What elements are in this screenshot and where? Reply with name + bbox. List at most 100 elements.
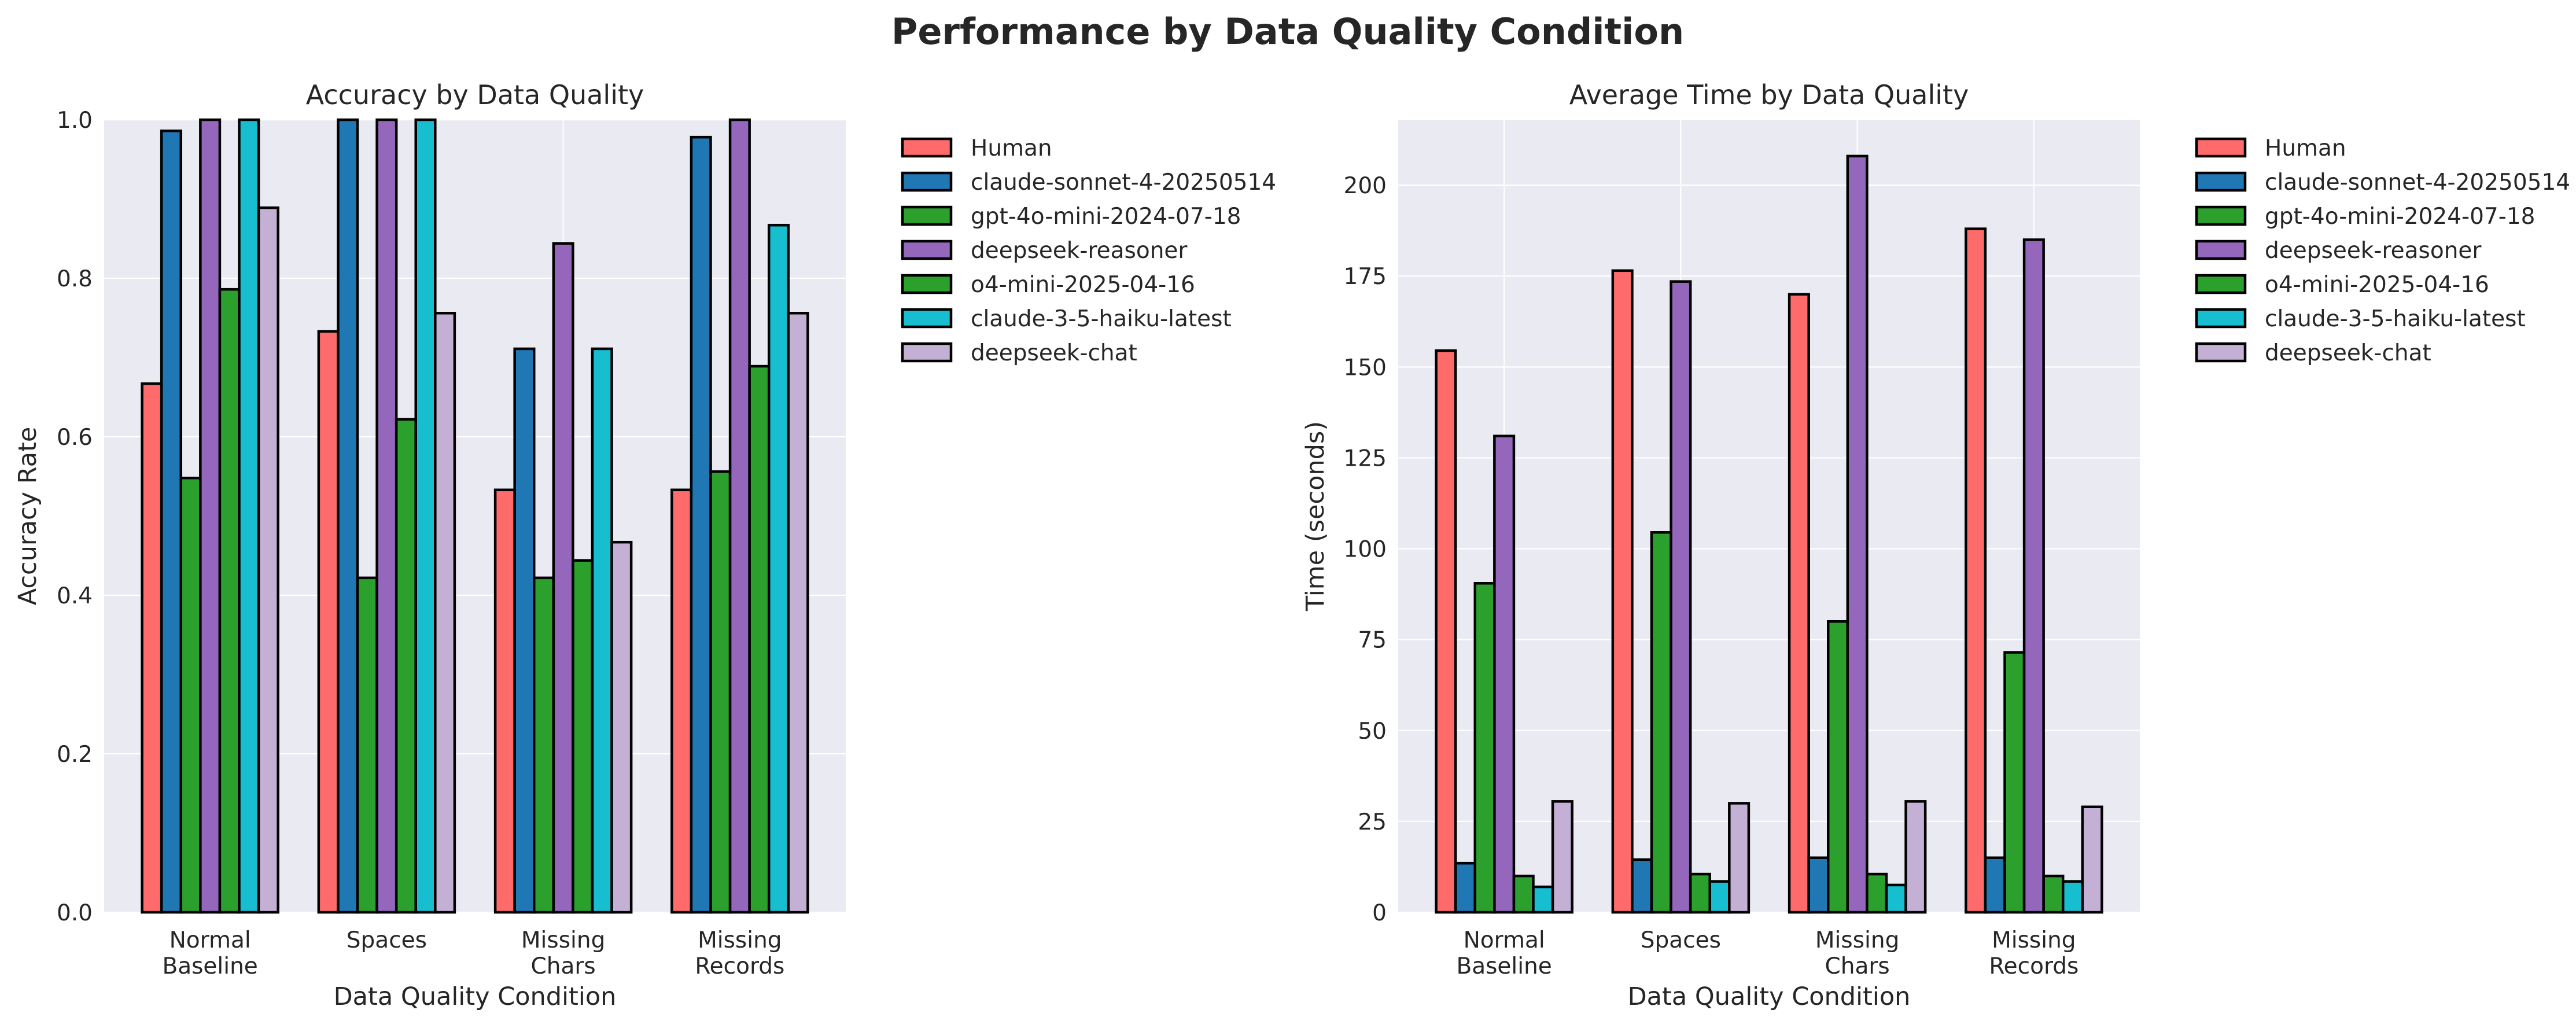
accuracy-bar-2-4 [690,135,712,914]
time-bar-1-3 [1788,293,1810,914]
accuracy-bar-4-1 [199,118,222,914]
accuracy-bar-5-2 [395,418,417,914]
time-legend-swatch-5 [2195,274,2247,294]
accuracy-bar-6-2 [414,118,437,914]
time-legend: Human claude-sonnet-4-20250514 gpt-4o-mini… [2195,135,2570,366]
time-bar-5-2 [1689,872,1711,914]
accuracy-ytick-label: 1.0 [57,108,93,134]
accuracy-bar-6-4 [767,223,790,914]
accuracy-bar-4-3 [552,242,574,914]
time-bar-7-4 [2081,805,2103,914]
accuracy-legend-swatch-3 [901,205,953,226]
accuracy-bar-1-1 [141,382,163,914]
accuracy-bar-2-2 [337,118,359,914]
time-bar-3-3 [1827,620,1849,914]
accuracy-xtick-label: Missing Chars [521,927,605,979]
accuracy-bar-3-4 [709,470,732,914]
accuracy-legend: Human claude-sonnet-4-20250514 gpt-4o-mini… [901,135,1276,366]
accuracy-bar-1-2 [317,330,340,914]
time-y-axis-label: Time (seconds) [1301,421,1330,611]
time-legend-swatch-4 [2195,240,2247,260]
time-bar-2-2 [1631,858,1653,914]
time-legend-swatch-1 [2195,137,2247,158]
time-xtick-label: Missing Records [1989,927,2079,979]
time-bar-2-4 [1984,856,2006,914]
accuracy-x-axis-label: Data Quality Condition [334,982,617,1011]
time-bar-1-4 [1965,227,1987,914]
time-legend-swatch-6 [2195,308,2247,329]
accuracy-ytick-label: 0.8 [57,266,93,292]
time-bar-6-4 [2061,880,2084,914]
accuracy-bar-3-1 [179,476,202,914]
accuracy-legend-swatch-4 [901,240,953,260]
accuracy-bar-2-3 [513,347,536,914]
time-bar-6-2 [1708,880,1731,914]
time-ytick-label: 0 [1372,900,1387,926]
accuracy-bar-7-3 [610,540,633,914]
time-legend-entry-3: gpt-4o-mini-2024-07-18 [2265,204,2535,230]
accuracy-legend-entry-2: claude-sonnet-4-20250514 [971,170,1276,196]
accuracy-bar-6-3 [591,347,613,914]
time-ytick-label: 75 [1358,628,1387,654]
time-xtick-label: Spaces [1641,927,1721,953]
accuracy-legend-swatch-6 [901,308,953,329]
accuracy-ytick-label: 0.6 [57,425,93,451]
time-bar-4-4 [2022,238,2045,914]
time-bar-7-1 [1551,800,1573,914]
accuracy-bar-7-1 [257,206,279,914]
time-bar-4-1 [1493,434,1516,914]
time-x-axis-label: Data Quality Condition [1628,982,1911,1011]
time-legend-entry-7: deepseek-chat [2265,340,2431,366]
accuracy-bar-3-3 [533,576,555,914]
accuracy-legend-entry-5: o4-mini-2025-04-16 [971,272,1195,298]
accuracy-bar-1-4 [670,488,693,914]
accuracy-bar-3-2 [356,576,378,914]
accuracy-bar-6-1 [238,118,260,914]
time-bar-5-4 [2042,874,2065,914]
accuracy-legend-entry-4: deepseek-reasoner [971,238,1188,264]
accuracy-xtick-label: Spaces [347,927,427,953]
time-bar-3-1 [1473,582,1496,914]
time-ytick-label: 125 [1344,445,1387,471]
accuracy-bar-2-1 [160,129,183,914]
time-bar-2-3 [1807,856,1830,914]
time-xtick-label: Normal Baseline [1456,927,1552,979]
accuracy-bar-4-2 [375,118,398,914]
time-legend-entry-2: claude-sonnet-4-20250514 [2265,170,2570,196]
accuracy-legend-entry-6: claude-3-5-haiku-latest [971,306,1232,332]
accuracy-legend-entry-1: Human [971,135,1052,161]
time-legend-entry-6: claude-3-5-haiku-latest [2265,306,2526,332]
accuracy-bar-5-1 [218,288,241,914]
time-legend-swatch-3 [2195,205,2247,226]
time-bar-2-1 [1454,861,1477,914]
accuracy-ytick-label: 0.2 [57,742,93,768]
accuracy-ytick-label: 0.4 [57,583,93,609]
accuracy-legend-entry-7: deepseek-chat [971,340,1137,366]
time-ytick-label: 100 [1344,537,1387,563]
accuracy-xtick-label: Missing Records [695,927,784,979]
time-bar-3-2 [1650,531,1672,914]
accuracy-bar-4-4 [728,118,751,914]
time-bar-4-2 [1670,280,1692,914]
accuracy-xtick-label: Normal Baseline [162,927,257,979]
accuracy-y-axis-label: Accuracy Rate [13,427,42,606]
time-bar-5-1 [1512,874,1535,914]
accuracy-chart-title: Accuracy by Data Quality [306,79,644,110]
accuracy-chart: 0.0 0.2 0.4 0.6 0.8 1.0 Normal Baseline Spaces Mi… [13,79,1276,1011]
time-ytick-label: 50 [1358,719,1387,745]
accuracy-legend-swatch-2 [901,171,953,192]
time-xtick-label: Missing Chars [1815,927,1899,979]
time-ytick-label: 25 [1358,809,1387,835]
accuracy-bar-7-2 [434,312,456,914]
time-legend-entry-4: deepseek-reasoner [2265,238,2482,264]
accuracy-legend-swatch-7 [901,342,953,363]
time-bar-1-2 [1611,269,1634,914]
time-chart: 0 25 50 75 100 125 150 175 200 Normal Baseline Spac… [1301,79,2570,1011]
time-bar-7-3 [1904,800,1927,914]
time-bar-7-2 [1728,802,1750,914]
accuracy-bar-7-4 [787,312,809,914]
time-legend-swatch-2 [2195,171,2247,192]
accuracy-legend-entry-3: gpt-4o-mini-2024-07-18 [971,204,1241,230]
accuracy-bar-1-3 [493,488,516,914]
